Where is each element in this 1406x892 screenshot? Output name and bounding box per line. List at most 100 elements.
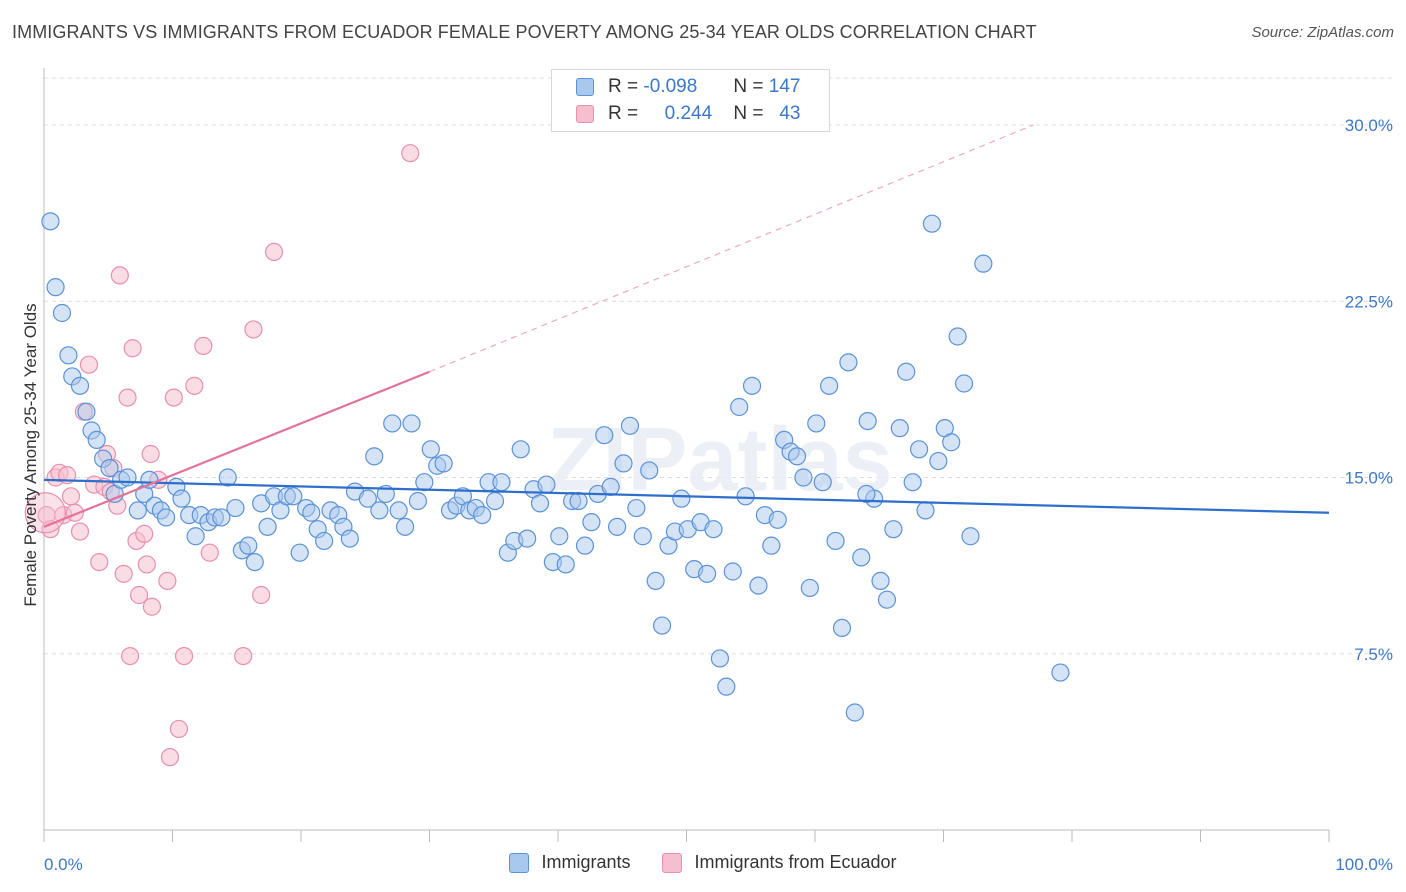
immigrants-point (749, 576, 768, 595)
immigrants-point (128, 501, 147, 520)
immigrants-point (315, 531, 334, 551)
ecuador-point (244, 320, 263, 339)
immigrants-point (813, 473, 832, 492)
ecuador-point (79, 355, 99, 374)
legend-swatch-pink (576, 105, 594, 123)
legend-n-label: N = (733, 76, 764, 97)
series-legend-ecuador[interactable]: Immigrants from Ecuador (662, 852, 897, 873)
immigrants-point (226, 498, 245, 518)
ecuador-point (252, 585, 271, 605)
immigrants-point (284, 487, 303, 506)
immigrants-point (383, 414, 402, 433)
immigrants-point (370, 501, 389, 520)
ecuador-point (158, 571, 177, 591)
grid-lines (44, 77, 1392, 655)
chart-title: IMMIGRANTS VS IMMIGRANTS FROM ECUADOR FE… (12, 22, 1037, 42)
immigrants-point (70, 376, 90, 395)
immigrants-point (627, 498, 646, 518)
immigrants-point (954, 374, 974, 393)
immigrants-point (762, 536, 781, 555)
legend-n-value: 43 (779, 103, 801, 124)
series-swatch-blue (509, 852, 530, 873)
immigrants-point (845, 703, 864, 722)
source-label: Source: ZipAtlas.com (1251, 24, 1394, 41)
immigrants-point (492, 473, 511, 492)
immigrants-point (530, 494, 550, 513)
immigrants-point (890, 419, 909, 438)
immigrants-point (415, 473, 434, 492)
immigrants-point (485, 491, 505, 511)
legend-row-immigrants: R = -0.098 N = 147 (576, 74, 800, 100)
immigrants-point (710, 649, 730, 668)
immigrants-point (974, 254, 993, 273)
immigrants-point (807, 414, 826, 433)
immigrants-point (633, 527, 652, 546)
immigrants-point (421, 440, 440, 459)
immigrants-point (640, 461, 659, 480)
y-tick-labels: 7.5% 15.0% 22.5% 30.0% (1345, 116, 1393, 664)
immigrants-point (239, 536, 258, 555)
immigrants-point (922, 214, 942, 233)
series-legend: Immigrants Immigrants from Ecuador (0, 852, 1406, 873)
immigrants-point (736, 487, 755, 506)
immigrants-point (768, 510, 787, 529)
ecuador-point (123, 339, 142, 358)
immigrants-point (245, 552, 264, 572)
immigrants-point (730, 397, 749, 417)
immigrants-point (909, 440, 929, 459)
immigrants-point (897, 362, 916, 381)
legend-r-label: R = (608, 76, 639, 97)
immigrants-point (948, 327, 967, 346)
legend-n-value: 147 (768, 76, 801, 97)
immigrants-point (877, 590, 897, 609)
y-axis-label: Female Poverty Among 25-34 Year Olds (21, 303, 40, 606)
immigrants-point (723, 562, 742, 581)
ecuador-trend-line (43, 370, 430, 528)
ecuador-point (120, 646, 140, 666)
series-legend-immigrants[interactable]: Immigrants (509, 852, 630, 873)
immigrants-point (156, 508, 176, 527)
immigrants-point (608, 517, 627, 536)
series-legend-label: Immigrants (541, 852, 631, 872)
immigrants-point (857, 484, 876, 504)
immigrants-point (614, 454, 633, 473)
x-tick-min: 0.0% (44, 855, 83, 874)
axes (43, 68, 1330, 842)
immigrants-point (839, 353, 858, 372)
immigrants-point (473, 505, 492, 525)
immigrants-point (290, 543, 309, 562)
y-tick-label: 30.0% (1345, 116, 1393, 135)
immigrants-point (942, 433, 961, 452)
immigrants-point (961, 527, 980, 546)
immigrants-point (511, 440, 530, 459)
immigrants-point (41, 212, 60, 231)
ecuador-point (129, 585, 149, 605)
immigrants-point (395, 517, 415, 536)
immigrants-point (212, 508, 231, 527)
immigrants-point (100, 459, 119, 478)
immigrants-point (408, 491, 428, 511)
immigrants-point (402, 414, 421, 433)
immigrants-point (218, 468, 237, 487)
immigrants-point (717, 677, 736, 696)
immigrants-point (118, 468, 137, 487)
x-tick-max: 100.0% (1335, 855, 1393, 874)
immigrants-point (832, 618, 852, 638)
immigrants-point (172, 489, 191, 508)
immigrants-trend-line (43, 478, 1330, 514)
immigrants-point (697, 564, 717, 583)
ecuador-point (135, 524, 154, 544)
immigrants-point (569, 491, 588, 511)
immigrants-point (77, 402, 96, 421)
y-tick-label: 22.5% (1345, 292, 1393, 311)
trend-lines (43, 124, 1330, 528)
immigrants-point (46, 278, 65, 297)
legend-r-value: -0.098 (643, 76, 698, 97)
immigrants-point (518, 529, 537, 548)
immigrants-point (434, 454, 453, 473)
ecuador-point (61, 487, 81, 506)
immigrants-point (87, 430, 106, 449)
ecuador-point (401, 144, 420, 163)
immigrants-point (186, 527, 205, 546)
ecuador-point (264, 242, 284, 261)
